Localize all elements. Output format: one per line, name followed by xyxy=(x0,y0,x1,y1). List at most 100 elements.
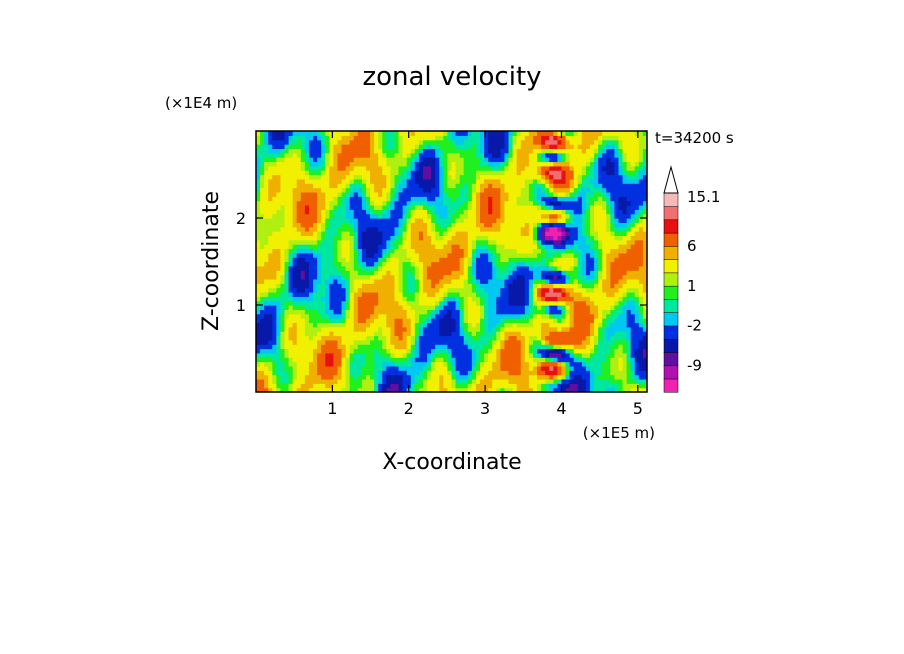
field-cell xyxy=(374,352,379,358)
field-cell xyxy=(569,274,575,280)
field-cell xyxy=(304,261,310,267)
field-cell xyxy=(618,326,624,332)
field-cell xyxy=(280,261,286,267)
field-cell xyxy=(365,287,371,293)
field-cell xyxy=(378,331,383,337)
field-cell xyxy=(447,278,453,284)
field-cell xyxy=(467,213,473,219)
field-cell xyxy=(280,191,286,197)
field-cell xyxy=(292,344,298,350)
field-cell xyxy=(280,361,286,367)
field-cell xyxy=(508,283,514,289)
field-cell xyxy=(496,265,501,271)
field-cell xyxy=(390,283,396,289)
field-cell xyxy=(333,261,339,267)
field-cell xyxy=(467,200,473,206)
field-cell xyxy=(378,370,383,376)
field-cell xyxy=(357,352,363,358)
field-cell xyxy=(382,204,387,210)
field-cell xyxy=(414,248,420,254)
field-cell xyxy=(435,344,440,350)
field-cell xyxy=(276,213,282,219)
field-cell xyxy=(260,287,265,293)
field-cell xyxy=(292,239,298,245)
field-cell xyxy=(435,296,440,302)
field-cell xyxy=(577,213,583,219)
field-cell xyxy=(431,278,436,284)
field-cell xyxy=(520,261,526,267)
field-cell xyxy=(463,335,469,341)
field-cell xyxy=(549,261,554,267)
field-cell xyxy=(626,213,632,219)
field-cell xyxy=(537,370,542,376)
field-cell xyxy=(496,170,501,176)
field-cell xyxy=(545,357,550,363)
field-cell xyxy=(304,296,310,302)
field-cell xyxy=(634,270,640,276)
field-cell xyxy=(439,183,444,189)
field-cell xyxy=(618,283,624,289)
field-cell xyxy=(422,296,428,302)
field-cell xyxy=(630,361,636,367)
field-cell xyxy=(337,165,343,171)
field-cell xyxy=(463,296,469,302)
field-cell xyxy=(398,322,404,328)
field-cell xyxy=(569,387,575,392)
field-cell xyxy=(459,261,465,267)
field-cell xyxy=(325,222,330,228)
field-cell xyxy=(284,309,290,315)
field-cell xyxy=(634,326,640,332)
field-cell xyxy=(626,287,632,293)
field-cell xyxy=(390,165,396,171)
field-cell xyxy=(386,231,391,236)
field-cell xyxy=(634,252,640,258)
field-cell xyxy=(532,357,538,363)
field-cell xyxy=(304,335,310,341)
field-cell xyxy=(276,370,282,376)
field-cell xyxy=(321,339,326,345)
field-cell xyxy=(573,235,579,241)
field-cell xyxy=(573,296,579,302)
field-cell xyxy=(296,357,302,363)
field-cell xyxy=(256,352,261,358)
field-cell xyxy=(488,178,493,184)
field-cell xyxy=(406,209,412,215)
field-cell xyxy=(341,313,347,319)
field-cell xyxy=(565,318,571,323)
field-cell xyxy=(541,374,546,380)
field-cell xyxy=(292,309,298,315)
field-cell xyxy=(443,204,449,210)
field-cell xyxy=(642,218,647,223)
field-cell xyxy=(422,222,428,228)
field-cell xyxy=(598,300,603,306)
field-cell xyxy=(508,187,514,193)
field-cell xyxy=(321,165,326,171)
field-cell xyxy=(431,331,436,337)
field-cell xyxy=(414,270,420,276)
field-cell xyxy=(630,235,636,241)
field-cell xyxy=(492,270,497,276)
field-cell xyxy=(435,318,440,323)
field-cell xyxy=(545,296,550,302)
field-cell xyxy=(553,213,558,219)
field-cell xyxy=(422,174,428,180)
field-cell xyxy=(467,226,473,232)
field-cell xyxy=(500,357,506,363)
field-cell xyxy=(622,226,628,232)
field-cell xyxy=(463,361,469,367)
field-cell xyxy=(589,283,595,289)
field-cell xyxy=(622,283,628,289)
field-cell xyxy=(569,239,575,245)
field-cell xyxy=(602,183,607,189)
field-cell xyxy=(353,309,359,315)
field-cell xyxy=(557,218,563,223)
field-cell xyxy=(480,291,485,297)
field-cell xyxy=(296,265,302,271)
field-cell xyxy=(321,383,326,389)
field-cell xyxy=(439,265,444,271)
field-cell xyxy=(471,187,477,193)
field-cell xyxy=(500,309,506,315)
field-cell xyxy=(374,209,379,215)
field-cell xyxy=(349,187,355,193)
field-cell xyxy=(439,200,444,206)
